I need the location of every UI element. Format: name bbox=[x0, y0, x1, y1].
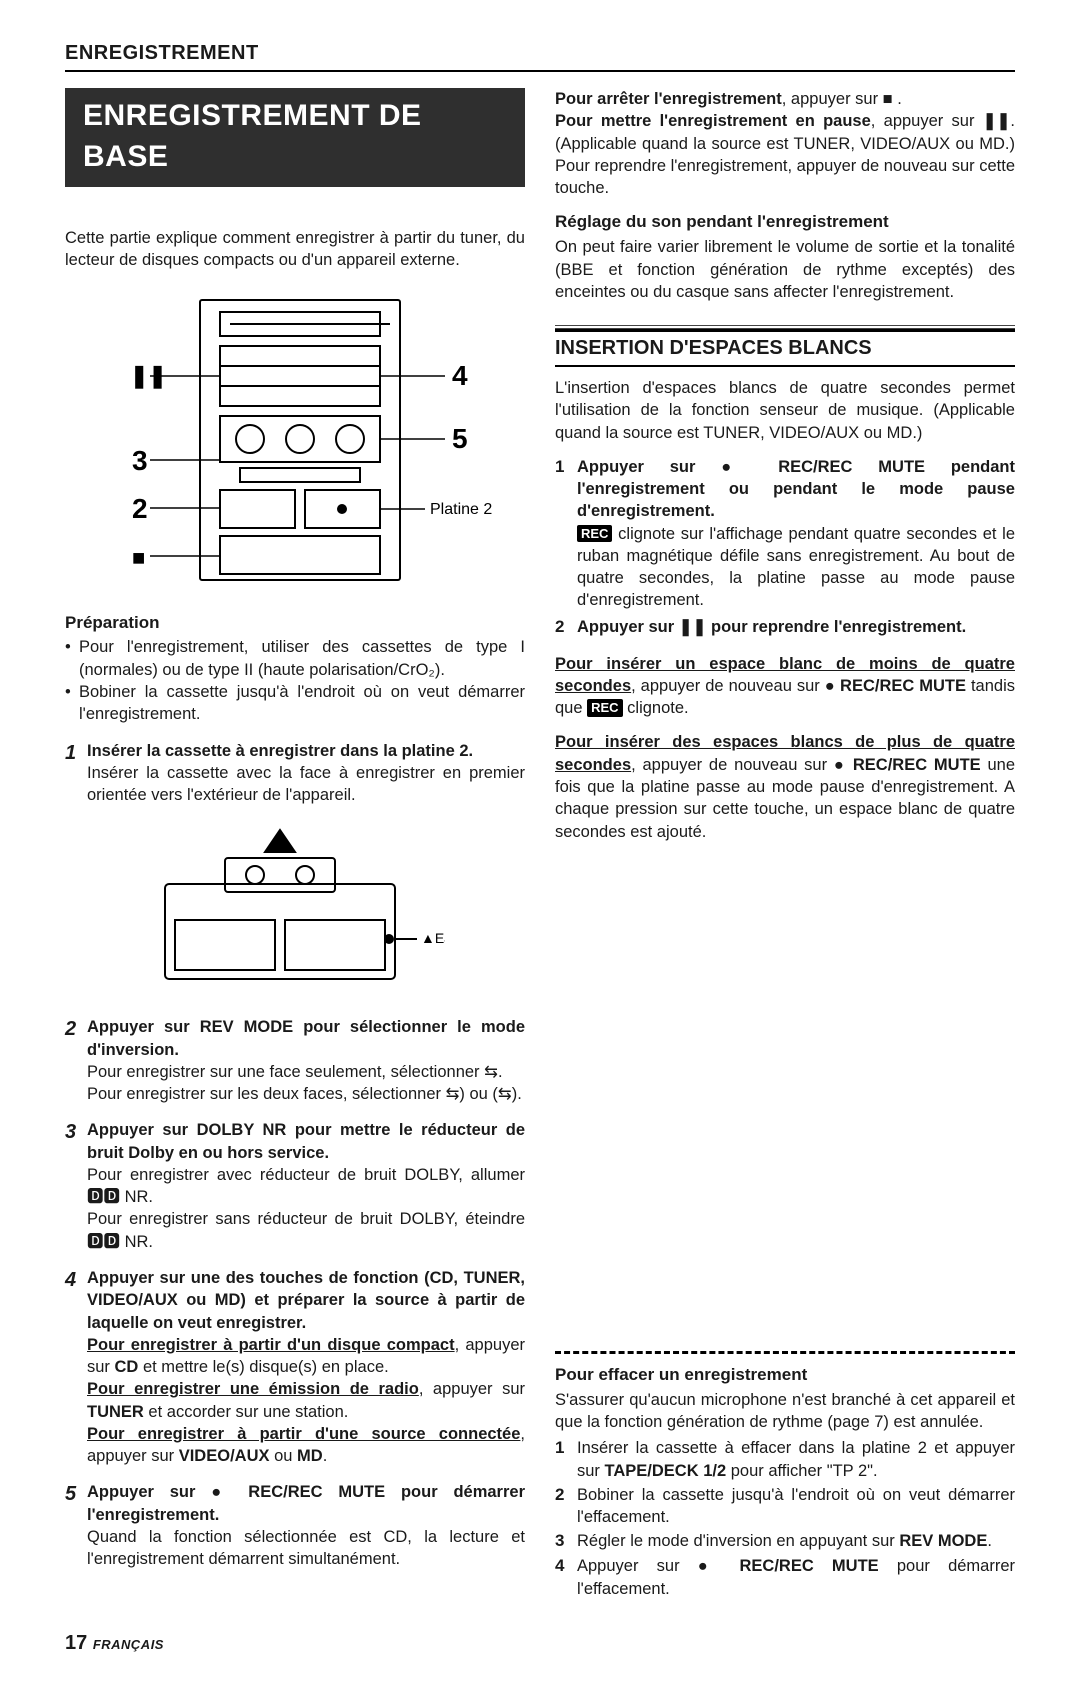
erase-step: 4Appuyer sur ● REC/REC MUTE pour démarre… bbox=[555, 1555, 1015, 1600]
step: 2Appuyer sur REV MODE pour sélectionner … bbox=[65, 1016, 525, 1105]
right-column: Pour arrêter l'enregistrement, appuyer s… bbox=[555, 88, 1015, 1600]
page-footer: 17 FRANÇAIS bbox=[65, 1630, 1015, 1657]
step-body: Insérer la cassette à effacer dans la pl… bbox=[577, 1437, 1015, 1482]
page-title: ENREGISTREMENT DE BASE bbox=[65, 88, 525, 187]
insert-less-para: Pour insérer un espace blanc de moins de… bbox=[555, 653, 1015, 720]
prep-list: Pour l'enregistrement, utiliser des cass… bbox=[65, 636, 525, 725]
page-number: 17 bbox=[65, 1632, 87, 1654]
step-body: Pour enregistrer avec réducteur de bruit… bbox=[87, 1164, 525, 1253]
step-number: 1 bbox=[555, 456, 577, 612]
step-number: 2 bbox=[65, 1016, 87, 1105]
step-title: Insérer la cassette à enregistrer dans l… bbox=[87, 740, 525, 762]
step-body: Pour enregistrer à partir d'un disque co… bbox=[87, 1334, 525, 1468]
eject-label: ▲EJECT bbox=[421, 930, 445, 946]
step-title: Appuyer sur une des touches de fonction … bbox=[87, 1267, 525, 1334]
step-title: Appuyer sur REV MODE pour sélectionner l… bbox=[87, 1016, 525, 1061]
prep-title: Préparation bbox=[65, 612, 525, 635]
lbl-3: 3 bbox=[132, 445, 148, 476]
insertion-intro: L'insertion d'espaces blancs de quatre s… bbox=[555, 377, 1015, 444]
step: 3Appuyer sur DOLBY NR pour mettre le réd… bbox=[65, 1119, 525, 1253]
step-number: 2 bbox=[555, 1484, 577, 1529]
dash-divider bbox=[555, 1351, 1015, 1354]
intro-text: Cette partie explique comment enregistre… bbox=[65, 227, 525, 272]
step-number: 3 bbox=[555, 1530, 577, 1553]
step-number: 1 bbox=[555, 1437, 577, 1482]
insertion-step: 2Appuyer sur ❚❚ pour reprendre l'enregis… bbox=[555, 616, 1015, 639]
step-body: Appuyer sur ● REC/REC MUTE pour démarrer… bbox=[577, 1555, 1015, 1600]
step-body: Régler le mode d'inversion en appuyant s… bbox=[577, 1530, 1015, 1553]
prep-item: Bobiner la cassette jusqu'à l'endroit où… bbox=[65, 681, 525, 726]
erase-step: 1Insérer la cassette à effacer dans la p… bbox=[555, 1437, 1015, 1482]
sym-stop: ■ bbox=[132, 545, 145, 570]
step-title: Appuyer sur ● REC/REC MUTE pour démarrer… bbox=[87, 1481, 525, 1526]
step-title: Appuyer sur DOLBY NR pour mettre le rédu… bbox=[87, 1119, 525, 1164]
step-number: 4 bbox=[65, 1267, 87, 1467]
lbl-5: 5 bbox=[452, 423, 468, 454]
insert-more-para: Pour insérer des espaces blancs de plus … bbox=[555, 731, 1015, 842]
prep-item: Pour l'enregistrement, utiliser des cass… bbox=[65, 636, 525, 681]
device-diagram: ❚❚ 3 2 ■ 4 5 Platine 2 bbox=[90, 290, 500, 590]
step-title: Appuyer sur ❚❚ pour reprendre l'enregist… bbox=[577, 616, 1015, 638]
step-body: Bobiner la cassette jusqu'à l'endroit où… bbox=[577, 1484, 1015, 1529]
lbl-platine: Platine 2 bbox=[430, 501, 492, 518]
step-body: Insérer la cassette avec la face à enreg… bbox=[87, 762, 525, 807]
step-body: Pour enregistrer sur une face seulement,… bbox=[87, 1061, 525, 1106]
stop-pause-para: Pour arrêter l'enregistrement, appuyer s… bbox=[555, 88, 1015, 199]
section-header: ENREGISTREMENT bbox=[65, 40, 1015, 72]
sym-pause: ❚❚ bbox=[130, 363, 167, 389]
step: 5Appuyer sur ● REC/REC MUTE pour démarre… bbox=[65, 1481, 525, 1570]
step: 4Appuyer sur une des touches de fonction… bbox=[65, 1267, 525, 1467]
insertion-step: 1Appuyer sur ● REC/REC MUTE pendant l'en… bbox=[555, 456, 1015, 612]
step-number: 2 bbox=[555, 616, 577, 639]
step-number: 4 bbox=[555, 1555, 577, 1600]
step-number: 1 bbox=[65, 740, 87, 807]
reglage-title: Réglage du son pendant l'enregistrement bbox=[555, 211, 1015, 234]
step: 1Insérer la cassette à enregistrer dans … bbox=[65, 740, 525, 807]
erase-step: 3Régler le mode d'inversion en appuyant … bbox=[555, 1530, 1015, 1553]
step-number: 3 bbox=[65, 1119, 87, 1253]
step-body: REC clignote sur l'affichage pendant qua… bbox=[577, 523, 1015, 612]
footer-lang: FRANÇAIS bbox=[93, 1637, 164, 1652]
step-body: Quand la fonction sélectionnée est CD, l… bbox=[87, 1526, 525, 1571]
step-title: Appuyer sur ● REC/REC MUTE pendant l'enr… bbox=[577, 456, 1015, 523]
erase-intro: S'assurer qu'aucun microphone n'est bran… bbox=[555, 1389, 1015, 1434]
cassette-diagram: ▲EJECT bbox=[65, 824, 525, 994]
erase-title: Pour effacer un enregistrement bbox=[555, 1364, 1015, 1387]
reglage-body: On peut faire varier librement le volume… bbox=[555, 236, 1015, 303]
lbl-4: 4 bbox=[452, 360, 468, 391]
section-divider bbox=[555, 325, 1015, 332]
step-number: 5 bbox=[65, 1481, 87, 1570]
left-column: ENREGISTREMENT DE BASE Cette partie expl… bbox=[65, 88, 525, 1600]
lbl-2: 2 bbox=[132, 493, 148, 524]
erase-step: 2Bobiner la cassette jusqu'à l'endroit o… bbox=[555, 1484, 1015, 1529]
insertion-heading: INSERTION D'ESPACES BLANCS bbox=[555, 332, 1015, 367]
